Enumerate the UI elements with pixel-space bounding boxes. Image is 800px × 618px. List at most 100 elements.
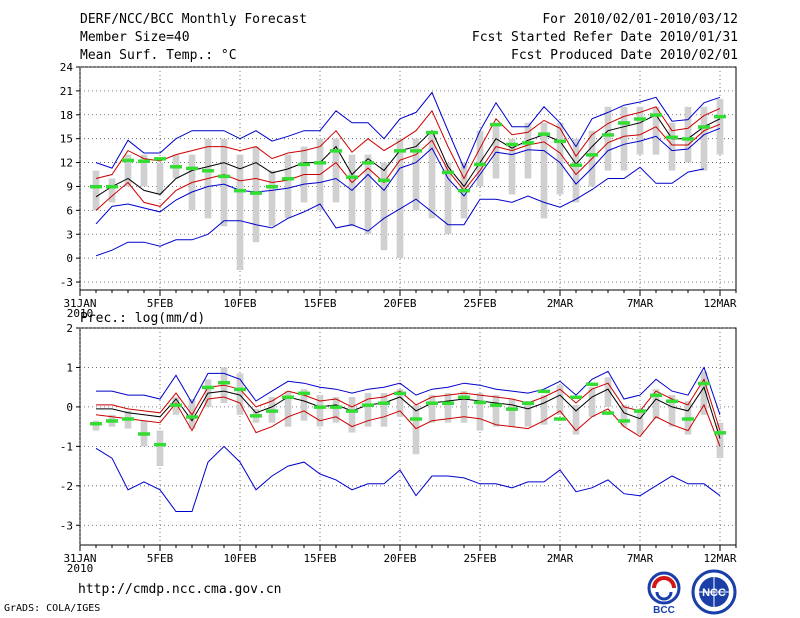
y-tick-label: 1	[66, 361, 73, 374]
observation-mark	[666, 135, 678, 140]
series-line-ensemble-mean	[96, 386, 721, 439]
ensemble-box	[284, 391, 292, 427]
observation-mark	[538, 132, 550, 136]
ensemble-box	[236, 154, 244, 271]
observation-mark	[122, 417, 134, 421]
observation-mark	[154, 442, 166, 447]
bcc-logo-text: BCC	[653, 605, 675, 616]
series-line-lower-spread	[95, 396, 721, 447]
ensemble-box	[444, 393, 452, 423]
observation-mark	[634, 409, 646, 413]
series-line-ensemble-mean	[95, 114, 721, 198]
ensemble-box	[92, 170, 100, 211]
x-tick-label: 10FEB	[223, 552, 256, 565]
ensemble-box	[556, 122, 564, 195]
ensemble-box	[428, 395, 436, 423]
observation-mark	[266, 409, 278, 413]
observation-mark	[602, 411, 614, 415]
observation-mark	[650, 393, 662, 398]
observation-mark	[362, 403, 374, 407]
observation-mark	[314, 405, 326, 409]
observation-mark	[330, 405, 342, 409]
ensemble-box	[220, 138, 228, 227]
observation-mark	[682, 137, 694, 141]
ensemble-box	[540, 395, 548, 425]
observation-mark	[490, 122, 502, 127]
observation-mark	[202, 169, 214, 173]
observation-mark	[234, 188, 246, 193]
observation-mark	[506, 407, 518, 411]
x-tick-year: 2010	[67, 307, 94, 320]
observation-mark	[266, 184, 278, 189]
ncc-logo: NCC	[691, 569, 737, 615]
ensemble-box	[636, 106, 644, 155]
observation-mark	[522, 141, 534, 145]
ensemble-box	[332, 138, 340, 203]
ensemble-box	[572, 404, 580, 435]
ensemble-box	[124, 154, 132, 187]
observation-mark	[586, 382, 598, 387]
observation-mark	[234, 387, 246, 392]
observation-mark	[458, 395, 470, 400]
ncc-logo-text: NCC	[702, 587, 726, 599]
observation-mark	[250, 414, 262, 418]
ensemble-box	[492, 122, 500, 179]
ensemble-box	[380, 393, 388, 427]
observation-mark	[346, 409, 358, 413]
ensemble-box	[476, 130, 484, 187]
observation-mark	[394, 149, 406, 153]
y-tick-label: 0	[66, 401, 73, 414]
observation-mark	[554, 139, 566, 144]
x-tick-label: 20FEB	[383, 552, 416, 565]
ensemble-box	[588, 387, 596, 417]
ensemble-box	[716, 98, 724, 155]
observation-mark	[698, 125, 710, 129]
observation-mark	[602, 133, 614, 137]
x-tick-label: 31JAN	[63, 297, 96, 310]
observation-mark	[442, 401, 454, 405]
chart-title: DERF/NCC/BCC Monthly Forecast	[80, 12, 307, 27]
ensemble-box	[444, 162, 452, 235]
observation-mark	[282, 395, 294, 400]
series-line-lower-spread	[95, 123, 721, 211]
ensemble-box	[604, 106, 612, 171]
observation-mark	[186, 415, 198, 419]
observation-mark	[666, 399, 678, 403]
observation-mark	[698, 381, 710, 386]
source-url[interactable]: http://cmdp.ncc.cma.gov.cn	[78, 582, 282, 597]
observation-mark	[426, 130, 438, 135]
member-size-label: Member Size=40	[80, 30, 190, 45]
observation-mark	[314, 161, 326, 165]
ensemble-box	[108, 178, 116, 203]
ensemble-box	[620, 106, 628, 171]
grads-credit: GrADS: COLA/IGES	[4, 603, 101, 614]
ensemble-box	[268, 170, 276, 227]
ensemble-box	[236, 373, 244, 415]
ensemble-box	[412, 404, 420, 455]
ensemble-box	[716, 422, 724, 459]
series-line-upper-spread	[96, 378, 721, 431]
observation-mark	[138, 159, 150, 163]
observation-mark	[570, 395, 582, 400]
x-tick-label: 2MAR	[547, 297, 574, 310]
fcst-produced-date: Fcst Produced Date 2010/02/01	[511, 48, 738, 63]
observation-mark	[138, 432, 150, 436]
ensemble-box	[700, 371, 708, 415]
x-tick-label: 25FEB	[463, 297, 496, 310]
observation-mark	[378, 401, 390, 405]
forecast-period: For 2010/02/01-2010/03/12	[542, 12, 738, 27]
y-tick-label: 15	[60, 133, 73, 146]
ensemble-box	[300, 389, 308, 421]
bcc-logo: BCC	[647, 571, 681, 616]
ensemble-box	[428, 130, 436, 219]
series-line-upper-spread	[95, 106, 721, 180]
ensemble-box	[364, 393, 372, 427]
ensemble-box	[396, 389, 404, 417]
ensemble-box	[620, 404, 628, 427]
y-tick-label: 12	[60, 157, 73, 170]
ensemble-box	[316, 395, 324, 427]
ensemble-box	[284, 154, 292, 219]
ensemble-box	[540, 122, 548, 219]
